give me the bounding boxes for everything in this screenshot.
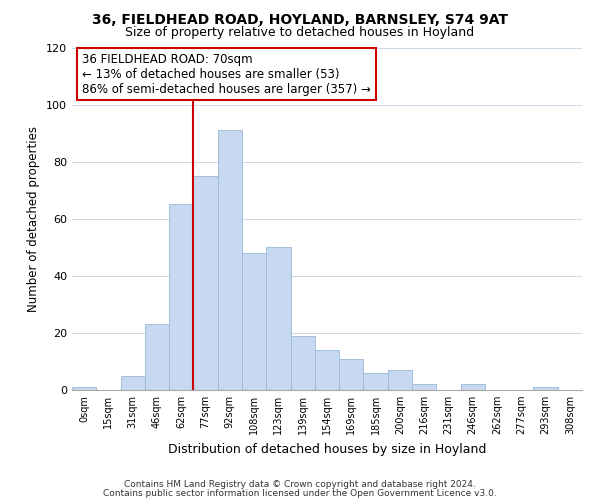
Bar — [218, 130, 242, 390]
Bar — [266, 248, 290, 390]
Text: 36 FIELDHEAD ROAD: 70sqm
← 13% of detached houses are smaller (53)
86% of semi-d: 36 FIELDHEAD ROAD: 70sqm ← 13% of detach… — [82, 52, 371, 96]
Bar — [412, 384, 436, 390]
Bar — [193, 176, 218, 390]
Bar — [169, 204, 193, 390]
Bar — [290, 336, 315, 390]
Bar — [364, 373, 388, 390]
Bar — [72, 387, 96, 390]
Bar — [339, 358, 364, 390]
Bar — [533, 387, 558, 390]
Bar — [121, 376, 145, 390]
Bar — [145, 324, 169, 390]
X-axis label: Distribution of detached houses by size in Hoyland: Distribution of detached houses by size … — [168, 442, 486, 456]
Text: 36, FIELDHEAD ROAD, HOYLAND, BARNSLEY, S74 9AT: 36, FIELDHEAD ROAD, HOYLAND, BARNSLEY, S… — [92, 12, 508, 26]
Text: Contains public sector information licensed under the Open Government Licence v3: Contains public sector information licen… — [103, 488, 497, 498]
Bar — [461, 384, 485, 390]
Y-axis label: Number of detached properties: Number of detached properties — [28, 126, 40, 312]
Text: Size of property relative to detached houses in Hoyland: Size of property relative to detached ho… — [125, 26, 475, 39]
Bar — [315, 350, 339, 390]
Text: Contains HM Land Registry data © Crown copyright and database right 2024.: Contains HM Land Registry data © Crown c… — [124, 480, 476, 489]
Bar — [388, 370, 412, 390]
Bar — [242, 253, 266, 390]
